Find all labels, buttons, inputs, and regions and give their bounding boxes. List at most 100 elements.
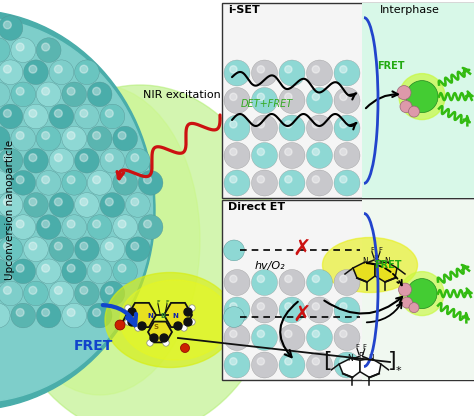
Circle shape xyxy=(230,148,237,156)
Circle shape xyxy=(0,259,10,284)
Circle shape xyxy=(42,309,50,317)
Circle shape xyxy=(285,66,292,73)
Circle shape xyxy=(29,198,37,206)
Circle shape xyxy=(150,334,158,342)
Circle shape xyxy=(279,352,305,378)
Circle shape xyxy=(340,66,347,73)
Circle shape xyxy=(401,297,412,308)
Circle shape xyxy=(230,358,237,365)
Circle shape xyxy=(0,215,10,239)
Circle shape xyxy=(125,305,131,311)
Circle shape xyxy=(224,87,250,114)
Circle shape xyxy=(340,358,347,365)
Circle shape xyxy=(92,176,100,184)
Circle shape xyxy=(224,240,245,261)
Circle shape xyxy=(36,82,61,106)
Circle shape xyxy=(163,340,169,346)
Text: NIR excitation: NIR excitation xyxy=(143,90,221,100)
Circle shape xyxy=(126,193,150,217)
Circle shape xyxy=(224,270,250,295)
Circle shape xyxy=(29,65,37,73)
Circle shape xyxy=(105,154,113,161)
Circle shape xyxy=(49,149,74,173)
Circle shape xyxy=(118,176,126,184)
Circle shape xyxy=(138,171,163,195)
Circle shape xyxy=(62,215,86,239)
Circle shape xyxy=(279,270,305,295)
Circle shape xyxy=(400,101,412,113)
Circle shape xyxy=(340,93,347,101)
Circle shape xyxy=(55,287,62,294)
Circle shape xyxy=(307,60,332,86)
Text: S: S xyxy=(154,324,158,330)
Circle shape xyxy=(62,82,86,106)
Circle shape xyxy=(16,87,24,95)
Circle shape xyxy=(174,322,182,330)
Circle shape xyxy=(100,149,125,173)
Circle shape xyxy=(118,131,126,139)
Circle shape xyxy=(279,297,305,323)
Circle shape xyxy=(11,259,36,284)
Circle shape xyxy=(135,325,141,331)
Circle shape xyxy=(126,237,150,262)
Circle shape xyxy=(147,340,153,346)
Circle shape xyxy=(0,237,23,262)
Circle shape xyxy=(160,334,168,342)
Circle shape xyxy=(0,126,10,151)
Circle shape xyxy=(307,352,332,378)
Circle shape xyxy=(230,330,237,337)
Text: F: F xyxy=(156,300,160,305)
Circle shape xyxy=(11,38,36,62)
Circle shape xyxy=(87,126,112,151)
Circle shape xyxy=(334,170,360,196)
Circle shape xyxy=(80,198,88,206)
Circle shape xyxy=(224,170,250,196)
Text: hv/O₂: hv/O₂ xyxy=(255,261,286,271)
Circle shape xyxy=(74,281,99,306)
Circle shape xyxy=(92,309,100,317)
Circle shape xyxy=(307,324,332,351)
Circle shape xyxy=(29,109,37,117)
Circle shape xyxy=(0,38,10,62)
Text: Interphase: Interphase xyxy=(380,5,440,15)
Circle shape xyxy=(307,143,332,168)
Circle shape xyxy=(0,82,10,106)
Circle shape xyxy=(11,126,36,151)
Text: F: F xyxy=(355,344,359,350)
Circle shape xyxy=(285,93,292,101)
Circle shape xyxy=(257,358,264,365)
Circle shape xyxy=(74,60,99,84)
Circle shape xyxy=(409,302,419,312)
Text: *: * xyxy=(395,366,401,376)
Circle shape xyxy=(312,121,319,128)
Circle shape xyxy=(67,309,75,317)
Circle shape xyxy=(36,259,61,284)
Circle shape xyxy=(224,297,250,323)
Circle shape xyxy=(257,66,264,73)
Circle shape xyxy=(334,324,360,351)
Circle shape xyxy=(11,171,36,195)
Circle shape xyxy=(144,176,152,184)
Circle shape xyxy=(312,303,319,310)
Circle shape xyxy=(62,303,86,328)
Circle shape xyxy=(230,66,237,73)
Circle shape xyxy=(131,198,139,206)
Ellipse shape xyxy=(0,85,280,416)
Circle shape xyxy=(285,275,292,282)
Circle shape xyxy=(105,198,113,206)
Circle shape xyxy=(125,319,131,325)
Circle shape xyxy=(252,324,277,351)
Circle shape xyxy=(100,237,125,262)
Polygon shape xyxy=(360,359,381,377)
Circle shape xyxy=(24,104,48,129)
Circle shape xyxy=(3,109,11,117)
Circle shape xyxy=(24,60,48,84)
Circle shape xyxy=(340,275,347,282)
Text: F: F xyxy=(363,344,367,350)
Circle shape xyxy=(49,237,74,262)
Circle shape xyxy=(399,283,411,296)
Text: Direct ET: Direct ET xyxy=(228,202,285,212)
Circle shape xyxy=(144,220,152,228)
Circle shape xyxy=(29,154,37,161)
Text: Upconversion nanoparticle: Upconversion nanoparticle xyxy=(5,140,15,280)
